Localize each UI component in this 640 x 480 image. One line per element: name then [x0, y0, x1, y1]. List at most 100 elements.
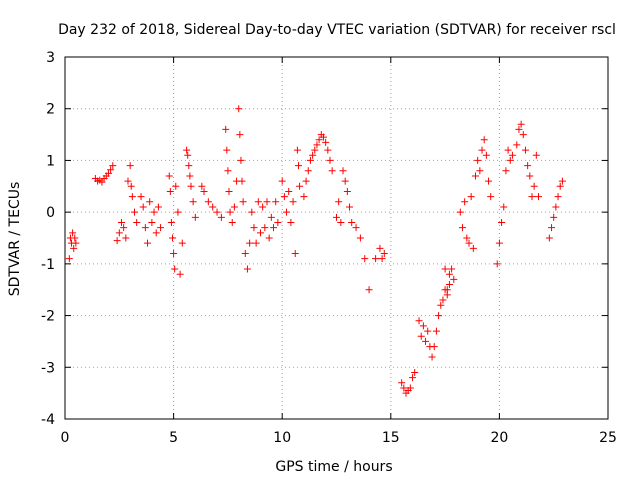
data-point: [72, 239, 80, 247]
data-point: [352, 224, 360, 232]
chart-title: Day 232 of 2018, Sidereal Day-to-day VTE…: [58, 22, 616, 38]
y-axis-label: SDTVAR / TECUs: [7, 182, 23, 297]
data-point: [445, 270, 453, 278]
data-point: [472, 172, 480, 180]
data-point: [152, 229, 160, 237]
data-point: [411, 368, 419, 376]
data-point: [487, 193, 495, 201]
data-point: [198, 182, 206, 190]
data-point: [283, 208, 291, 216]
data-point: [65, 255, 73, 263]
data-point: [315, 136, 323, 144]
data-point: [278, 177, 286, 185]
data-point: [300, 193, 308, 201]
data-point: [122, 234, 130, 242]
data-point: [458, 224, 466, 232]
data-point: [174, 208, 182, 216]
data-point: [150, 208, 158, 216]
data-point: [550, 213, 558, 221]
data-point: [157, 224, 165, 232]
data-point: [274, 218, 282, 226]
data-point: [120, 224, 128, 232]
data-point: [409, 374, 417, 382]
data-point: [165, 172, 173, 180]
data-point: [71, 234, 79, 242]
data-point: [461, 198, 469, 206]
data-point: [422, 337, 430, 345]
data-point: [225, 187, 233, 195]
data-point: [124, 177, 132, 185]
data-point: [456, 208, 464, 216]
x-tick-label: 5: [169, 430, 178, 446]
data-point: [304, 167, 312, 175]
data-point: [224, 167, 232, 175]
data-point: [261, 224, 269, 232]
data-point: [252, 239, 260, 247]
data-point: [127, 182, 135, 190]
data-point: [187, 182, 195, 190]
data-point: [480, 136, 488, 144]
data-point: [474, 156, 482, 164]
data-point: [469, 244, 477, 252]
data-point: [515, 125, 523, 133]
data-point: [548, 224, 556, 232]
data-point: [280, 193, 288, 201]
data-point: [137, 193, 145, 201]
data-point: [398, 379, 406, 387]
x-tick-label: 20: [490, 430, 508, 446]
data-point: [148, 218, 156, 226]
data-point: [126, 162, 134, 170]
x-axis-label: GPS time / hours: [275, 459, 392, 475]
data-point: [356, 234, 364, 242]
y-tick-label: 0: [46, 205, 55, 221]
data-point: [552, 203, 560, 211]
data-point: [184, 151, 192, 159]
y-tick-label: 3: [46, 50, 55, 66]
x-tick-label: 10: [273, 430, 291, 446]
data-point: [554, 193, 562, 201]
data-point: [415, 317, 423, 325]
data-point: [113, 237, 121, 245]
data-point: [324, 146, 332, 154]
data-point: [263, 198, 271, 206]
data-point: [508, 151, 516, 159]
data-point: [167, 218, 175, 226]
data-point: [376, 244, 384, 252]
data-point: [432, 327, 440, 335]
data-point: [236, 131, 244, 139]
data-point: [230, 203, 238, 211]
data-point: [467, 193, 475, 201]
data-point: [517, 120, 525, 128]
data-point: [287, 218, 295, 226]
data-point: [419, 322, 427, 330]
data-point: [339, 167, 347, 175]
data-point: [248, 208, 256, 216]
data-point: [131, 208, 139, 216]
data-point: [530, 182, 538, 190]
data-point: [226, 208, 234, 216]
data-point: [443, 286, 451, 294]
data-point: [109, 162, 117, 170]
data-point: [521, 146, 529, 154]
x-tick-label: 25: [599, 430, 617, 446]
data-point: [532, 151, 540, 159]
data-point: [341, 177, 349, 185]
data-point: [241, 250, 249, 258]
data-point: [265, 234, 273, 242]
data-point: [428, 353, 436, 361]
x-tick-label: 15: [382, 430, 400, 446]
data-point: [524, 162, 532, 170]
data-point: [348, 218, 356, 226]
data-point: [228, 218, 236, 226]
data-point: [445, 281, 453, 289]
data-point: [306, 156, 314, 164]
data-point: [365, 286, 373, 294]
data-point: [424, 327, 432, 335]
data-point: [272, 198, 280, 206]
x-tick-label: 0: [61, 430, 70, 446]
data-point: [337, 218, 345, 226]
data-point: [558, 177, 566, 185]
data-point: [528, 193, 536, 201]
data-point: [476, 167, 484, 175]
